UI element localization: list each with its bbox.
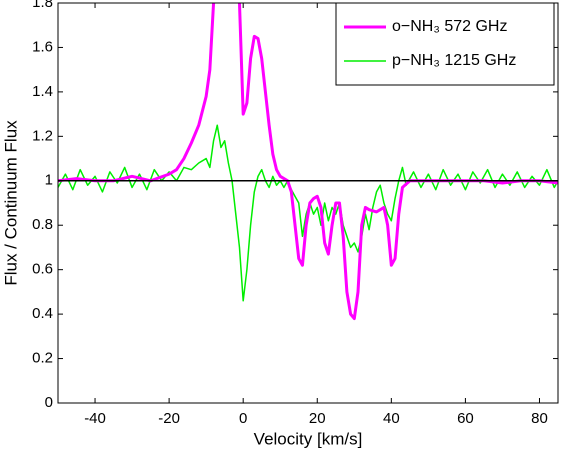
x-tick-label: 40 <box>383 410 400 427</box>
x-tick-label: 60 <box>457 410 474 427</box>
y-tick-label: 1.6 <box>32 38 53 55</box>
legend-label: o−NH₃ 572 GHz <box>392 18 507 35</box>
y-tick-label: 0.4 <box>32 305 53 322</box>
x-tick-label: -20 <box>158 410 180 427</box>
y-tick-label: 0.8 <box>32 216 53 233</box>
plot-lines <box>58 3 558 321</box>
x-tick-label: 20 <box>309 410 326 427</box>
x-axis-label: Velocity [km/s] <box>254 429 363 448</box>
y-tick-label: 1.4 <box>32 83 53 100</box>
x-tick-label: 0 <box>239 410 247 427</box>
y-tick-label: 0.6 <box>32 261 53 278</box>
series-line <box>58 3 558 321</box>
y-tick-label: 1.8 <box>32 0 53 11</box>
x-tick-label: 80 <box>531 410 548 427</box>
legend-box <box>335 2 555 86</box>
y-axis-label: Flux / Continuum Flux <box>1 120 20 286</box>
legend-label: p−NH₃ 1215 GHz <box>392 52 516 69</box>
y-tick-label: 1 <box>45 172 53 189</box>
y-tick-label: 0 <box>45 394 53 411</box>
y-tick-label: 0.2 <box>32 350 53 367</box>
y-tick-label: 1.2 <box>32 127 53 144</box>
x-tick-label: -40 <box>84 410 106 427</box>
axes-box <box>57 2 559 404</box>
